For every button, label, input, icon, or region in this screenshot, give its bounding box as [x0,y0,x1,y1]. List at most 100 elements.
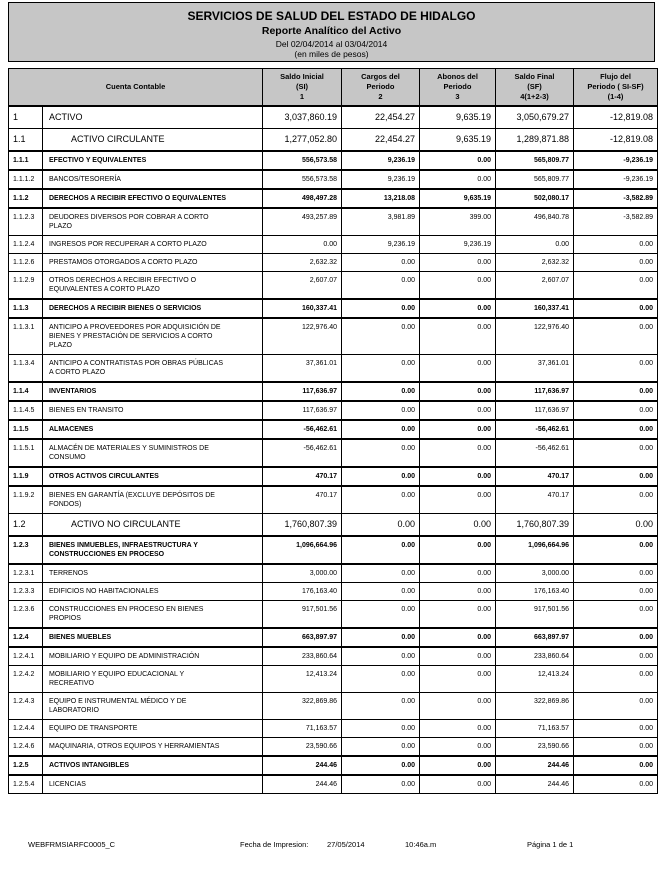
account-name-text: TERRENOS [49,570,88,577]
saldo-final-cell: 244.46 [495,755,574,776]
abonos-cell: 0.00 [419,646,496,666]
table-row: 1.1.1 EFECTIVO Y EQUIVALENTES 556,573.58… [8,150,658,171]
cargos-cell: 0.00 [341,692,420,720]
account-name-text: CONSTRUCCIONES EN PROCESO EN BIENES PROP… [49,606,204,622]
saldo-final-cell: 0.00 [495,235,574,254]
account-name-cell: BIENES EN TRANSITO [42,400,263,421]
cargos-cell: 0.00 [341,600,420,629]
abonos-cell: 0.00 [419,692,496,720]
table-header: Cuenta Contable Saldo Inicial (SI) 1 Car… [8,68,658,107]
abonos-cell: 0.00 [419,419,496,440]
flujo-cell: 0.00 [573,692,658,720]
flujo-cell: 0.00 [573,381,658,402]
abonos-cell: 0.00 [419,466,496,487]
saldo-final-cell: 3,050,679.27 [495,105,574,129]
abonos-cell: 0.00 [419,719,496,738]
account-name-cell: EFECTIVO Y EQUIVALENTES [42,150,263,171]
account-name-cell: EQUIPO E INSTRUMENTAL MÉDICO Y DE LABORA… [42,692,263,720]
account-code-cell: 1.2 [8,513,43,537]
account-name-cell: BANCOS/TESORERÍA [42,169,263,190]
saldo-final-cell: 2,632.32 [495,253,574,272]
account-name-cell: OTROS ACTIVOS CIRCULANTES [42,466,263,487]
saldo-final-cell: -56,462.61 [495,419,574,440]
saldo-final-cell: 502,080.17 [495,188,574,209]
saldo-final-cell: 122,976.40 [495,317,574,355]
saldo-final-cell: 496,840.78 [495,207,574,236]
table-row: 1.1.2.6 PRESTAMOS OTORGADOS A CORTO PLAZ… [8,253,658,272]
table-row: 1.1.5.1 ALMACÉN DE MATERIALES Y SUMINIST… [8,438,658,468]
account-code-cell: 1.2.4.3 [8,692,43,720]
account-code-cell: 1 [8,105,43,129]
account-code-cell: 1.1.4 [8,381,43,402]
column-header-cargos: Cargos del Periodo 2 [341,68,420,107]
account-name-text: EQUIPO DE TRANSPORTE [49,725,138,732]
account-code-cell: 1.2.3 [8,535,43,565]
account-name-text: DEUDORES DIVERSOS POR COBRAR A CORTO PLA… [49,214,209,230]
saldo-inicial-cell: 71,163.57 [262,719,342,738]
saldo-inicial-cell: 3,037,860.19 [262,105,342,129]
saldo-inicial-cell: 470.17 [262,485,342,514]
account-name-text: MOBILIARIO Y EQUIPO EDUCACIONAL Y RECREA… [49,671,184,687]
print-date-value: 27/05/2014 [327,840,365,849]
flujo-cell: 0.00 [573,600,658,629]
table-row: 1.2.4.6 MAQUINARIA, OTROS EQUIPOS Y HERR… [8,737,658,757]
cargos-cell: 0.00 [341,298,420,319]
saldo-inicial-cell: 2,607.07 [262,271,342,300]
abonos-cell: 0.00 [419,354,496,383]
account-code-cell: 1.2.4.4 [8,719,43,738]
saldo-final-cell: 117,636.97 [495,400,574,421]
account-code-cell: 1.1.4.5 [8,400,43,421]
saldo-inicial-cell: 244.46 [262,755,342,776]
flujo-cell: 0.00 [573,646,658,666]
account-name-text: EDIFICIOS NO HABITACIONALES [49,588,159,595]
cargos-cell: 9,236.19 [341,150,420,171]
account-name-text: OTROS ACTIVOS CIRCULANTES [49,473,159,480]
saldo-final-cell: 244.46 [495,774,574,794]
abonos-cell: 9,635.19 [419,128,496,152]
saldo-final-cell: 1,096,664.96 [495,535,574,565]
cargos-cell: 0.00 [341,381,420,402]
page-footer: WEBFRMSIARFC0005_C Fecha de Impresion: 2… [0,840,664,854]
account-name-text: EFECTIVO Y EQUIVALENTES [49,157,147,164]
saldo-final-cell: 1,760,807.39 [495,513,574,537]
report-period: Del 02/04/2014 al 03/04/2014 [275,39,388,49]
abonos-cell: 0.00 [419,381,496,402]
table-row: 1.1.2 DERECHOS A RECIBIR EFECTIVO O EQUI… [8,188,658,209]
saldo-inicial-cell: 0.00 [262,235,342,254]
table-row: 1.2.5.4 LICENCIAS 244.46 0.00 0.00 244.4… [8,774,658,794]
table-row: 1.2.4 BIENES MUEBLES 663,897.97 0.00 0.0… [8,627,658,648]
saldo-final-cell: 917,501.56 [495,600,574,629]
account-name-text: DERECHOS A RECIBIR BIENES O SERVICIOS [49,305,202,312]
flujo-cell: 0.00 [573,737,658,757]
account-code-cell: 1.2.4.1 [8,646,43,666]
account-name-cell: CONSTRUCCIONES EN PROCESO EN BIENES PROP… [42,600,263,629]
account-name-text: INVENTARIOS [49,388,97,395]
cargos-cell: 0.00 [341,317,420,355]
abonos-cell: 9,236.19 [419,235,496,254]
cargos-cell: 0.00 [341,400,420,421]
saldo-inicial-cell: 1,760,807.39 [262,513,342,537]
flujo-cell: 0.00 [573,317,658,355]
saldo-inicial-cell: -56,462.61 [262,438,342,468]
saldo-final-cell: 176,163.40 [495,582,574,601]
saldo-inicial-cell: 117,636.97 [262,381,342,402]
account-name-cell: ALMACÉN DE MATERIALES Y SUMINISTROS DE C… [42,438,263,468]
table-row: 1.2.3.1 TERRENOS 3,000.00 0.00 0.00 3,00… [8,563,658,583]
account-name-text: ANTICIPO A CONTRATISTAS POR OBRAS PÚBLIC… [49,360,223,376]
account-name-text: BANCOS/TESORERÍA [49,176,121,183]
cargos-cell: 0.00 [341,535,420,565]
account-code-cell: 1.1.9.2 [8,485,43,514]
report-title: Reporte Analítico del Activo [261,25,402,37]
flujo-cell: 0.00 [573,665,658,693]
table-body: 1 ACTIVO 3,037,860.19 22,454.27 9,635.19… [8,105,658,794]
document-id: WEBFRMSIARFC0005_C [28,840,116,849]
abonos-cell: 0.00 [419,737,496,757]
account-name-cell: ANTICIPO A CONTRATISTAS POR OBRAS PÚBLIC… [42,354,263,383]
account-code-cell: 1.2.4.6 [8,737,43,757]
saldo-final-cell: -56,462.61 [495,438,574,468]
account-name-cell: INGRESOS POR RECUPERAR A CORTO PLAZO [42,235,263,254]
cargos-cell: 0.00 [341,253,420,272]
abonos-cell: 0.00 [419,271,496,300]
table-row: 1.1 ACTIVO CIRCULANTE 1,277,052.80 22,45… [8,128,658,152]
account-name-text: OTROS DERECHOS A RECIBIR EFECTIVO O EQUI… [49,277,197,293]
